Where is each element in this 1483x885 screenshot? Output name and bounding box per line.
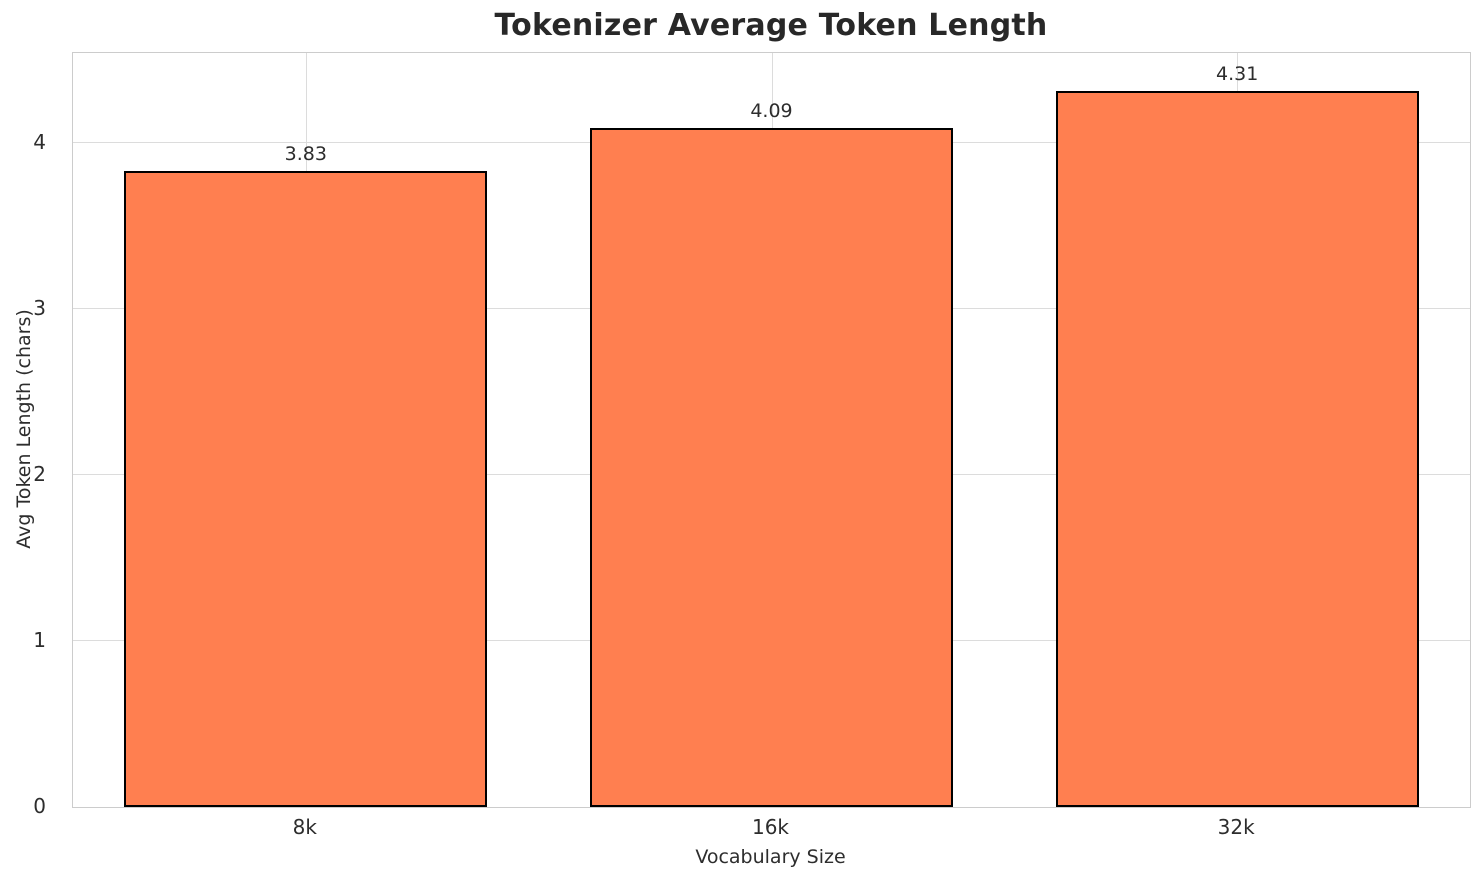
bar-value-label-16k: 4.09 [750,99,793,122]
x-tick-8k: 8k [292,815,317,839]
y-tick-4: 4 [33,129,46,154]
x-tick-32k: 32k [1217,815,1255,839]
bar-8k [124,170,488,807]
y-tick-2: 2 [33,461,46,486]
bar-value-label-32k: 4.31 [1216,63,1259,86]
bar-16k [589,127,954,807]
x-tick-labels: 8k 16k 32k [72,815,1469,841]
y-tick-0: 0 [33,794,46,818]
chart-title: Tokenizer Average Token Length [494,8,1048,43]
y-tick-labels: 0 1 2 3 4 [0,52,62,816]
bar-value-label-8k: 3.83 [284,142,327,165]
bar-32k [1055,91,1419,807]
x-tick-16k: 16k [751,815,790,839]
y-tick-1: 1 [33,627,46,652]
x-axis-label: Vocabulary Size [695,846,846,868]
plot-area: 3.83 4.09 4.31 [72,52,1471,808]
y-tick-3: 3 [33,295,46,320]
